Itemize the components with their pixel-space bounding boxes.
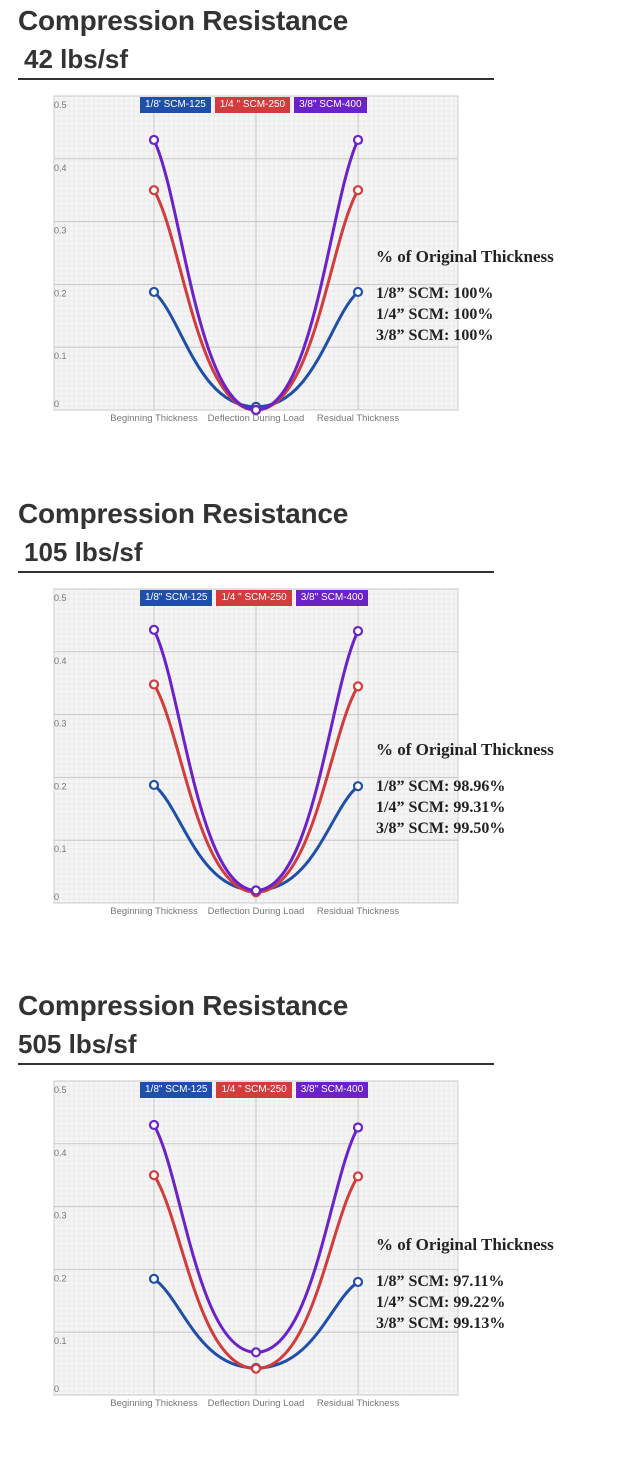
notes-line-scm-250: 1/4” SCM: 99.31% [376,799,506,816]
x-tick-label: Beginning Thickness [110,906,198,917]
data-point [148,1119,160,1131]
data-point [148,679,160,690]
data-point [352,1276,364,1288]
x-tick-label: Deflection During Load [208,906,305,917]
y-tick-label: 0.2 [54,781,67,791]
notes-title: % of Original Thickness [376,740,554,759]
chart-svg: 0 0.1 0.2 0.3 0.4 0.5 Beginning Thickness Defle… [53,588,459,917]
notes-line-scm-125: 1/8” SCM: 98.96% [376,778,506,795]
legend-scm-250: 1/4 " SCM-250 [214,97,291,113]
data-point [148,779,160,791]
data-point [148,185,160,196]
legend-scm-250: 1/4 " SCM-250 [216,1082,292,1098]
thickness-notes: % of Original Thickness 1/8” SCM: 100% 1… [376,247,554,346]
x-tick-label: Deflection During Load [208,1398,305,1409]
data-point [250,1347,262,1358]
legend-scm-400: 3/8" SCM-400 [294,97,367,113]
y-tick-label: 0 [54,892,59,902]
notes-line-scm-400: 3/8” SCM: 99.50% [376,820,506,837]
section-heading: Compression Resistance [18,498,349,529]
compression-chart-105: 0 0.1 0.2 0.3 0.4 0.5 Beginning Thickness Defle… [48,585,462,930]
section-heading: Compression Resistance [18,990,349,1021]
y-tick-label: 0.4 [54,163,67,173]
notes-line-scm-250: 1/4” SCM: 99.22% [376,1294,506,1311]
y-tick-label: 0.1 [54,844,67,854]
chart-legend: 1/8" SCM-125 1/4 " SCM-250 3/8" SCM-400 [140,590,369,606]
data-point [148,624,160,635]
data-point [352,781,364,792]
data-point [250,885,262,896]
legend-scm-400: 3/8" SCM-400 [295,590,369,606]
heading-divider [18,571,494,573]
compression-chart-42: 0 0.1 0.2 0.3 0.4 0.5 Beginning Thickness Defle… [48,92,462,437]
data-point [352,1122,364,1133]
data-point [352,625,364,637]
y-tick-label: 0.3 [54,226,67,236]
y-tick-label: 0.5 [54,593,67,603]
thickness-notes: % of Original Thickness 1/8” SCM: 97.11%… [376,1235,554,1334]
legend-scm-125: 1/8' SCM-125 [140,97,211,113]
data-point [250,1363,262,1374]
y-tick-label: 0 [54,1384,59,1394]
notes-line-scm-125: 1/8” SCM: 97.11% [376,1273,505,1290]
y-tick-label: 0.2 [54,1273,67,1283]
heading-divider [18,78,494,80]
notes-line-scm-250: 1/4” SCM: 100% [376,306,494,323]
data-point [352,681,364,692]
data-point [352,1171,364,1182]
load-rating: 42 lbs/sf [24,44,129,74]
x-tick-label: Deflection During Load [208,413,305,424]
y-tick-label: 0.1 [54,1336,67,1346]
y-tick-label: 0.3 [54,719,67,729]
data-point [148,134,160,146]
load-rating: 505 lbs/sf [18,1029,137,1059]
notes-line-scm-400: 3/8” SCM: 100% [376,327,494,344]
x-tick-label: Beginning Thickness [110,1398,198,1409]
chart-legend: 1/8' SCM-125 1/4 " SCM-250 3/8" SCM-400 [140,97,367,113]
load-rating: 105 lbs/sf [24,537,143,567]
y-tick-label: 0.2 [54,288,67,298]
data-point [352,185,364,196]
x-tick-label: Residual Thickness [317,1398,399,1409]
y-tick-label: 0.4 [54,656,67,666]
thickness-notes: % of Original Thickness 1/8” SCM: 98.96%… [376,740,554,839]
data-point [250,404,262,416]
heading-divider [18,1063,494,1065]
legend-scm-400: 3/8" SCM-400 [295,1082,369,1098]
x-tick-label: Residual Thickness [317,906,399,917]
notes-line-scm-125: 1/8” SCM: 100% [376,285,494,302]
legend-scm-250: 1/4 " SCM-250 [216,590,292,606]
legend-scm-125: 1/8" SCM-125 [140,590,213,606]
data-point [148,286,160,298]
notes-line-scm-400: 3/8” SCM: 99.13% [376,1315,506,1332]
y-tick-label: 0.5 [54,1085,67,1095]
data-point [148,1273,160,1284]
compression-chart-505: 0 0.1 0.2 0.3 0.4 0.5 Beginning Thickness Defle… [48,1077,462,1422]
section-heading: Compression Resistance [18,5,349,36]
data-point [352,286,364,298]
x-tick-label: Residual Thickness [317,413,399,424]
x-tick-label: Beginning Thickness [110,413,198,424]
y-tick-label: 0.5 [54,100,67,110]
notes-title: % of Original Thickness [376,247,554,266]
chart-svg: 0 0.1 0.2 0.3 0.4 0.5 Beginning Thickness Defle… [53,95,459,424]
notes-title: % of Original Thickness [376,1235,554,1254]
legend-scm-125: 1/8" SCM-125 [140,1082,213,1098]
y-tick-label: 0.1 [54,351,67,361]
y-tick-label: 0.3 [54,1211,67,1221]
chart-svg: 0 0.1 0.2 0.3 0.4 0.5 Beginning Thickness Defle… [53,1080,459,1409]
data-point [352,134,364,146]
chart-legend: 1/8" SCM-125 1/4 " SCM-250 3/8" SCM-400 [140,1082,369,1098]
y-tick-label: 0.4 [54,1148,67,1158]
data-point [148,1170,160,1181]
y-tick-label: 0 [54,399,59,409]
